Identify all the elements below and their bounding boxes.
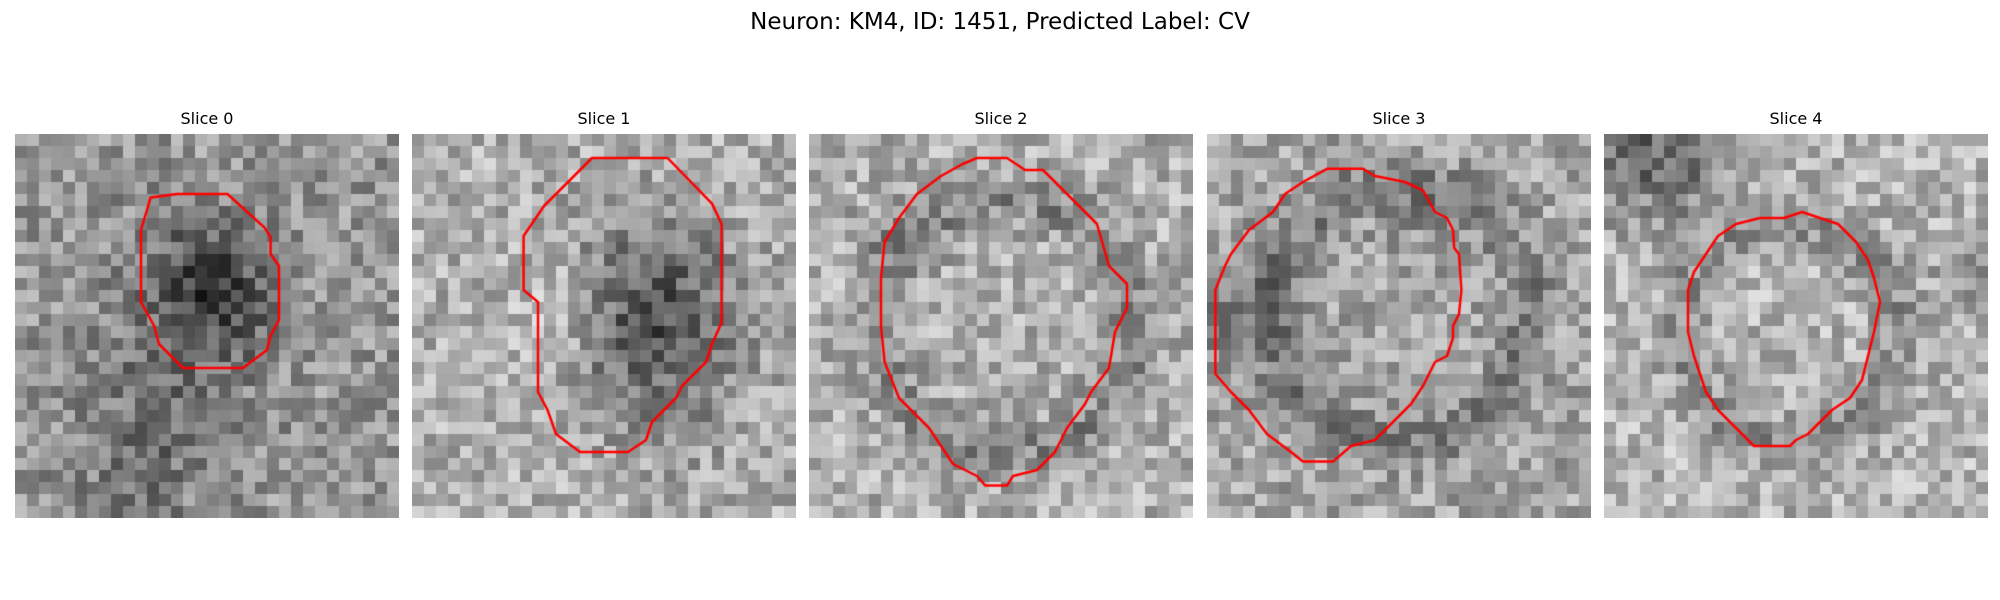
slice-image-1 (412, 134, 796, 518)
slice-title-3: Slice 3 (1372, 109, 1426, 128)
slice-image-3 (1207, 134, 1591, 518)
slice-image-2 (809, 134, 1193, 518)
slice-title-0: Slice 0 (180, 109, 234, 128)
slice-title-1: Slice 1 (577, 109, 631, 128)
slice-title-2: Slice 2 (974, 109, 1028, 128)
slice-title-4: Slice 4 (1769, 109, 1823, 128)
slice-image-0 (15, 134, 399, 518)
figure-suptitle: Neuron: KM4, ID: 1451, Predicted Label: … (750, 9, 1250, 35)
slice-image-4 (1604, 134, 1988, 518)
